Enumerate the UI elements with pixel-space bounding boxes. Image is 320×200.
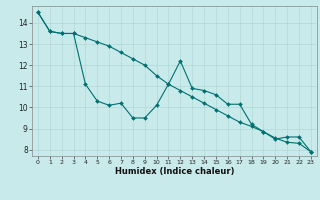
X-axis label: Humidex (Indice chaleur): Humidex (Indice chaleur) <box>115 167 234 176</box>
